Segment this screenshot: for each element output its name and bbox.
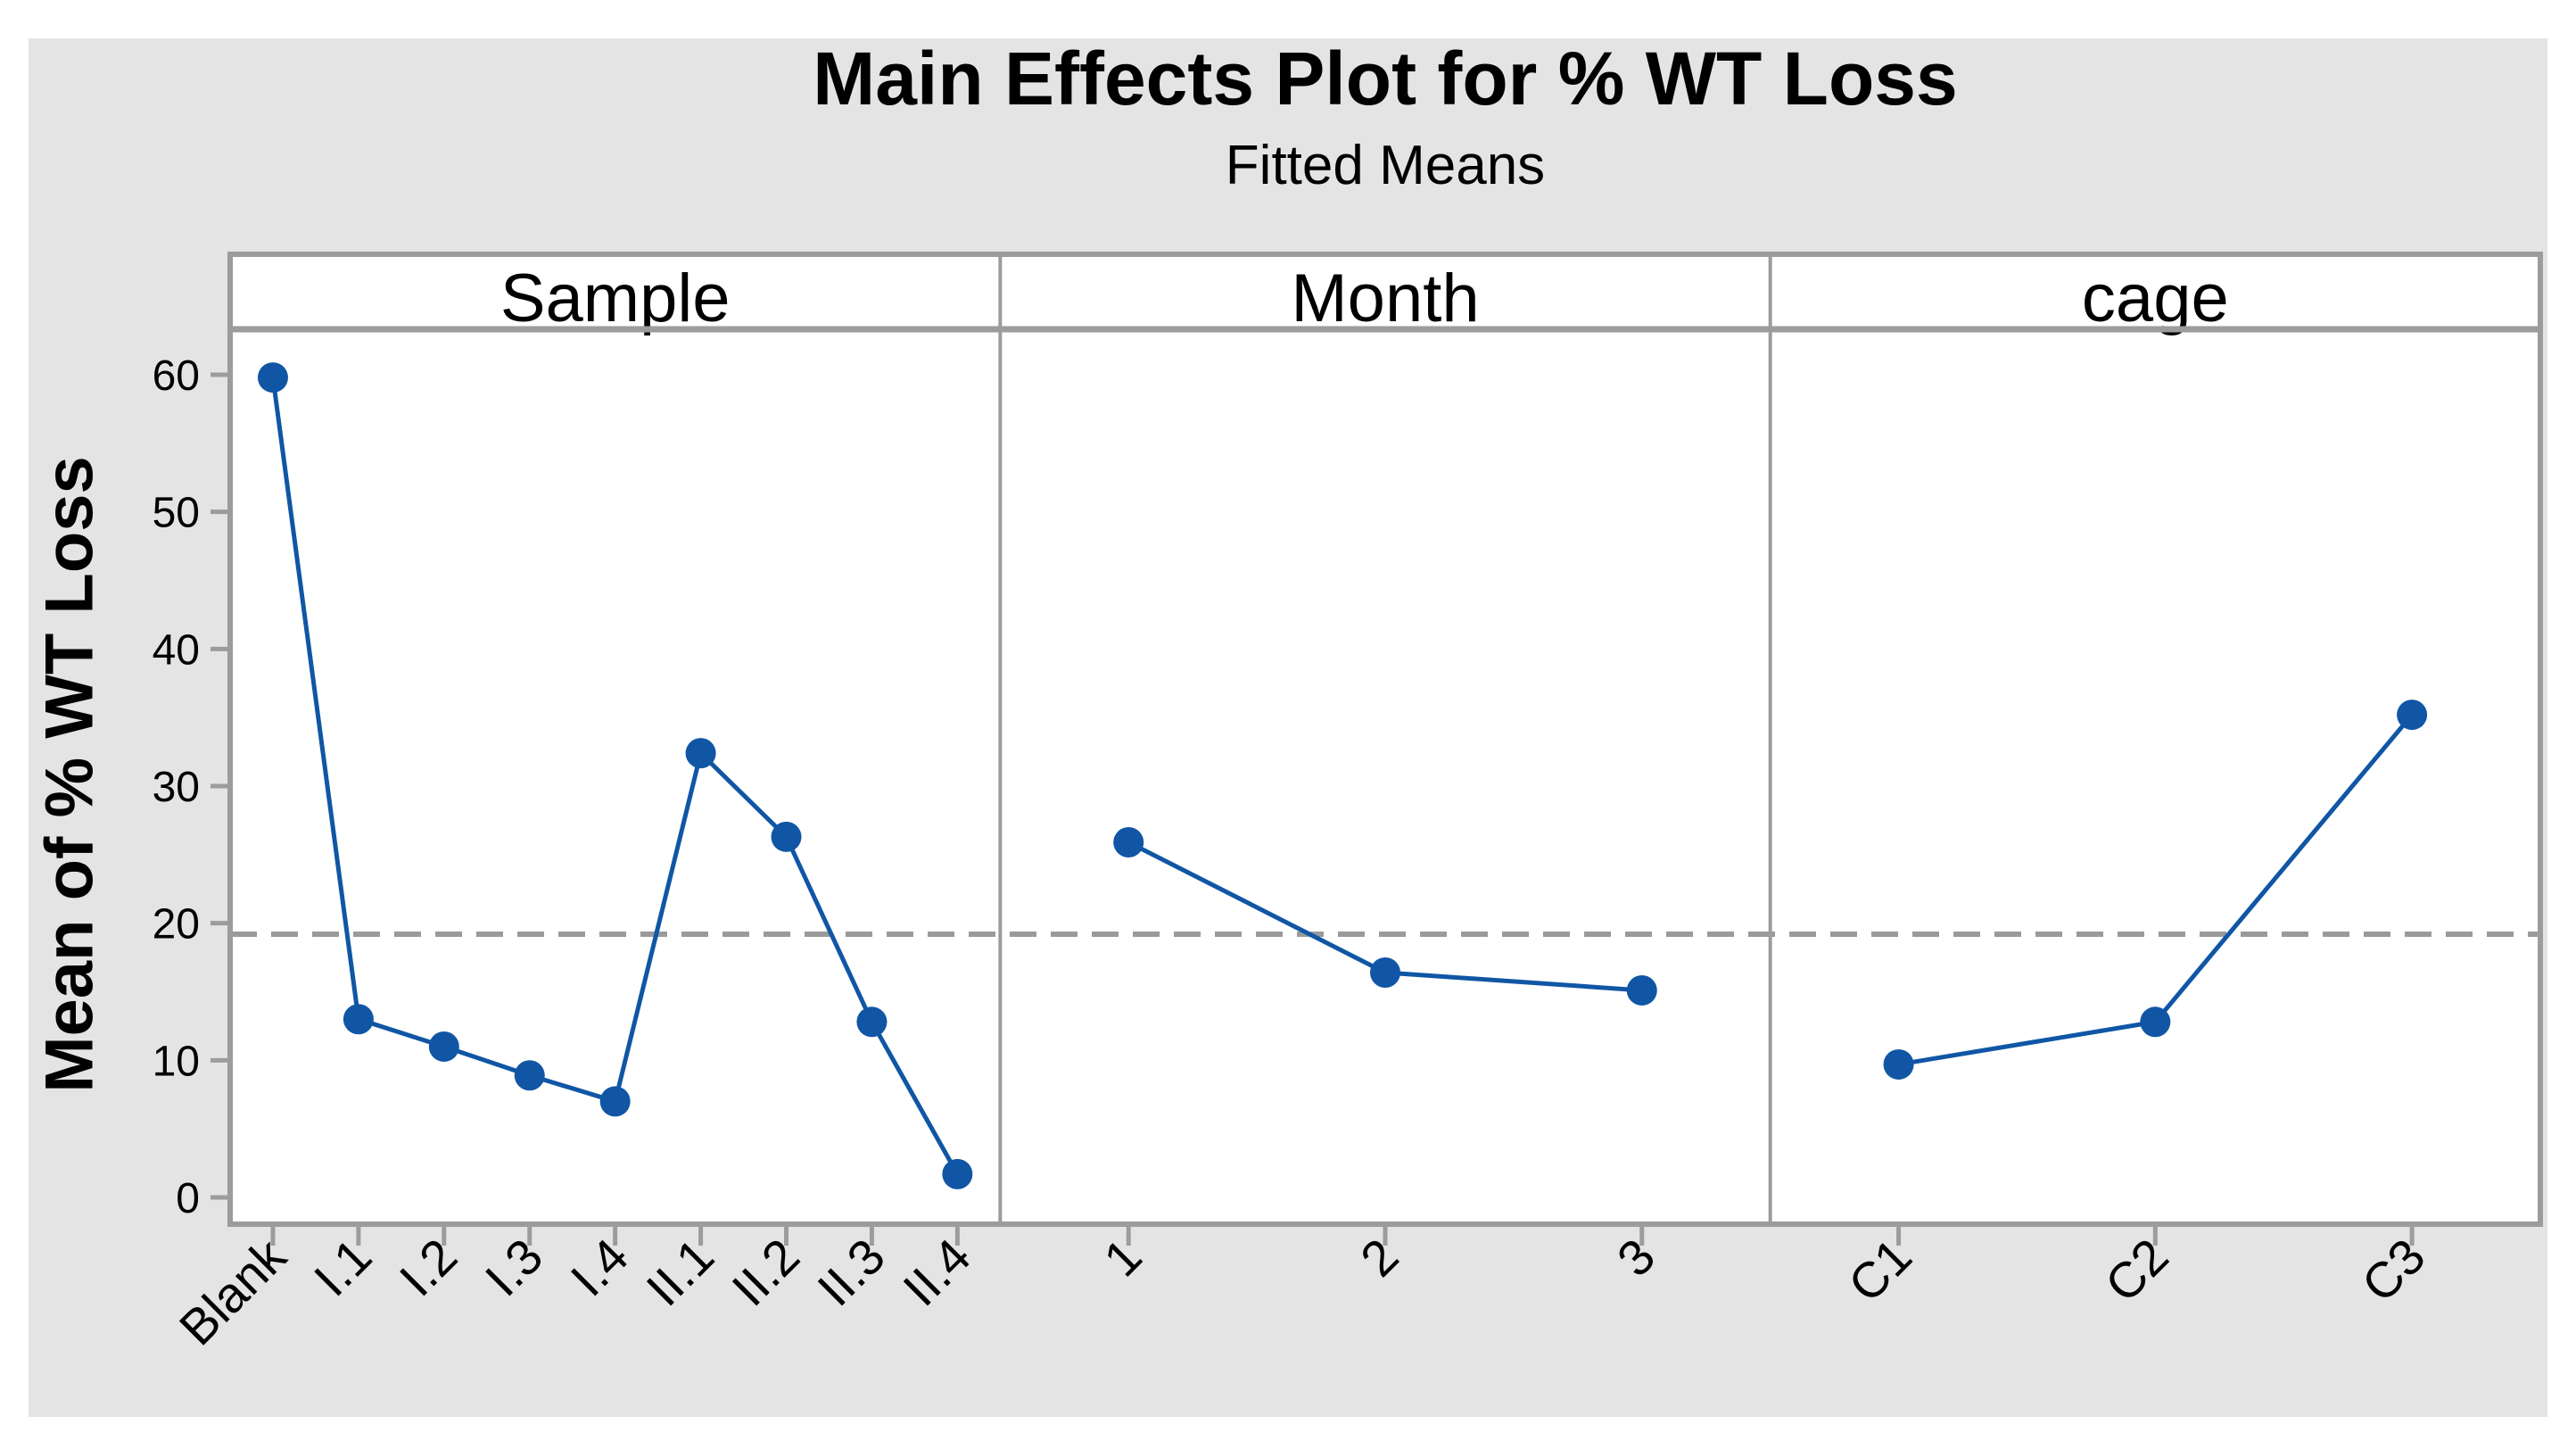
data-point-month-2 — [1370, 957, 1400, 988]
data-point-cage-C3 — [2397, 700, 2428, 731]
panel-header-month: Month — [1291, 261, 1479, 336]
x-tick-label-I.1: I.1 — [303, 1228, 383, 1307]
data-point-month-3 — [1626, 974, 1657, 1006]
panel-header-cage: cage — [2082, 261, 2229, 336]
data-point-sample-II.2 — [771, 821, 802, 852]
x-tick-label-C1: C1 — [1837, 1228, 1922, 1313]
y-tick-label-30: 30 — [153, 764, 200, 811]
x-tick-label-2: 2 — [1350, 1228, 1409, 1288]
data-point-cage-C1 — [1883, 1048, 1914, 1080]
x-tick-label-II.2: II.2 — [721, 1228, 810, 1317]
plot-outer-border — [227, 252, 2543, 1227]
x-tick-label-C2: C2 — [2094, 1228, 2179, 1313]
y-tick-label-20: 20 — [153, 901, 200, 948]
chart-subtitle: Fitted Means — [1225, 135, 1546, 196]
x-tick-label-C3: C3 — [2350, 1228, 2435, 1313]
y-tick-label-50: 50 — [153, 490, 200, 537]
data-point-sample-I.4 — [599, 1086, 631, 1117]
data-point-sample-II.1 — [685, 738, 716, 769]
data-point-sample-I.3 — [514, 1060, 545, 1091]
x-tick-label-II.4: II.4 — [892, 1228, 981, 1317]
x-tick-label-1: 1 — [1093, 1228, 1152, 1288]
x-tick-label-II.1: II.1 — [635, 1228, 724, 1317]
data-point-sample-II.4 — [942, 1158, 973, 1189]
x-tick-label-II.3: II.3 — [806, 1228, 896, 1317]
x-tick-label-I.2: I.2 — [389, 1228, 468, 1307]
x-tick-label-Blank: Blank — [169, 1227, 297, 1355]
y-tick-label-40: 40 — [153, 626, 200, 674]
x-tick-label-3: 3 — [1606, 1228, 1666, 1288]
x-tick-label-I.3: I.3 — [475, 1228, 554, 1307]
data-point-cage-C2 — [2140, 1006, 2171, 1038]
data-point-sample-I.1 — [343, 1004, 374, 1035]
y-tick-label-10: 10 — [153, 1038, 200, 1085]
panel-header-sample: Sample — [500, 261, 731, 336]
x-tick-label-I.4: I.4 — [560, 1228, 640, 1307]
plot-background — [230, 254, 2540, 1224]
y-tick-label-0: 0 — [176, 1175, 200, 1222]
data-point-sample-I.2 — [428, 1031, 459, 1062]
data-point-sample-Blank — [257, 362, 288, 393]
chart-title: Main Effects Plot for % WT Loss — [813, 37, 1958, 120]
data-point-month-1 — [1113, 827, 1144, 858]
data-point-sample-II.3 — [856, 1006, 888, 1038]
y-tick-label-60: 60 — [153, 352, 200, 400]
